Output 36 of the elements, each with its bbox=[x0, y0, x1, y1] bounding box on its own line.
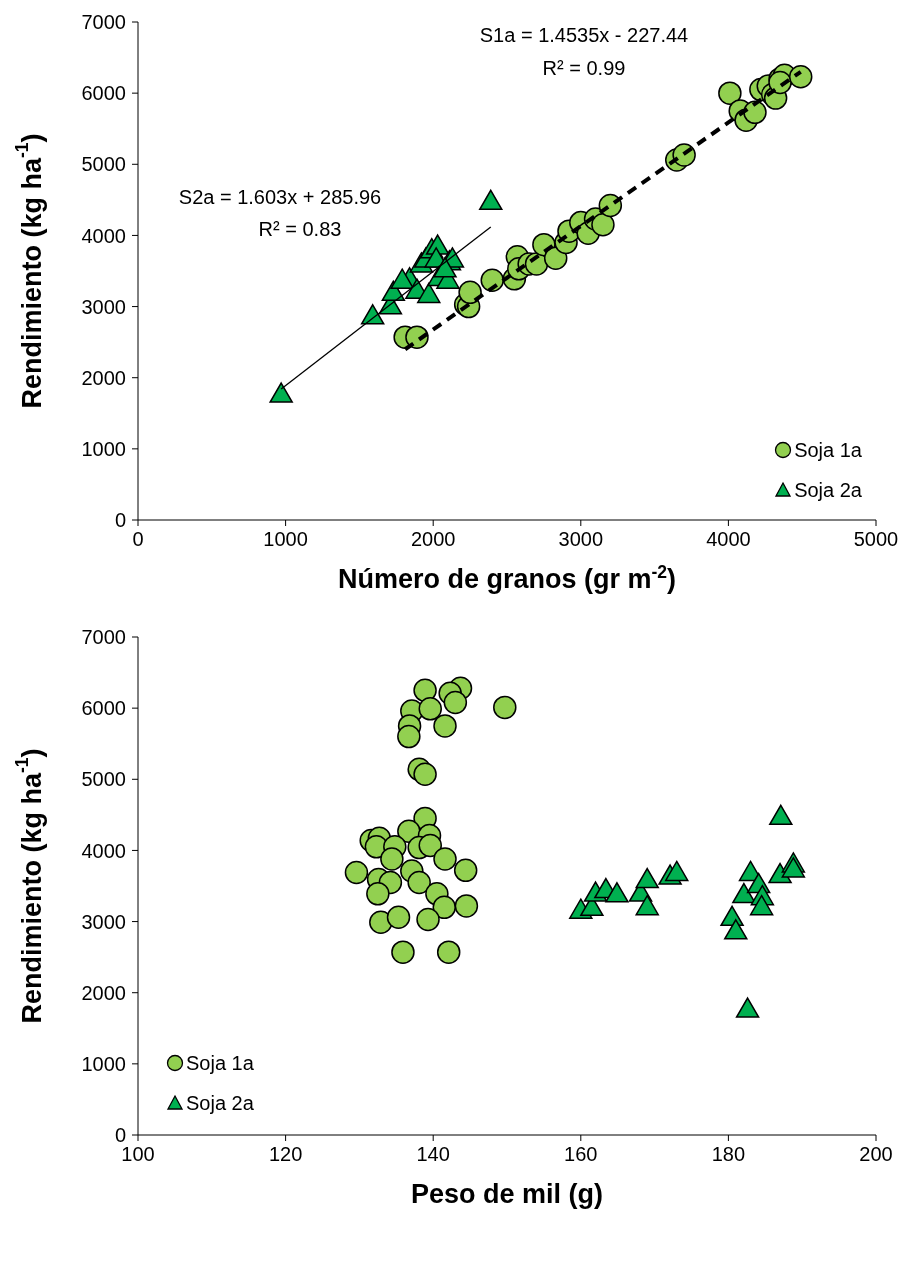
annotation: S2a = 1.603x + 285.96 bbox=[178, 185, 382, 209]
annotation: R² = 0.99 bbox=[542, 56, 626, 80]
y-tick-label: 5000 bbox=[81, 153, 126, 176]
y-tick-label: 7000 bbox=[81, 11, 126, 34]
y-tick-label: 4000 bbox=[81, 839, 126, 862]
y-tick-label: 2000 bbox=[81, 981, 126, 1004]
legend-label: Soja 2a bbox=[794, 478, 862, 502]
x-axis-title: Número de granos (gr m$^{-2}$) bbox=[337, 562, 677, 594]
legend-label: Soja 1a bbox=[186, 1051, 254, 1075]
y-tick-label: 5000 bbox=[81, 768, 126, 791]
y-tick-label: 2000 bbox=[81, 366, 126, 389]
x-tick-label: 5000 bbox=[853, 528, 899, 551]
x-tick-label: 0 bbox=[132, 528, 144, 551]
y-tick-label: 4000 bbox=[81, 224, 126, 247]
y-tick-label: 0 bbox=[114, 509, 126, 532]
y-tick-label: 1000 bbox=[81, 1052, 126, 1075]
y-tick-label: 1000 bbox=[81, 437, 126, 460]
y-tick-label: 6000 bbox=[81, 697, 126, 720]
x-axis-title: Peso de mil (g) bbox=[410, 1179, 604, 1209]
x-tick-label: 160 bbox=[564, 1143, 598, 1166]
x-tick-label: 120 bbox=[268, 1143, 303, 1166]
legend-label: Soja 1a bbox=[794, 438, 862, 462]
x-tick-label: 1000 bbox=[263, 528, 308, 551]
y-tick-label: 6000 bbox=[81, 82, 126, 105]
x-tick-label: 2000 bbox=[410, 528, 456, 551]
x-tick-label: 4000 bbox=[706, 528, 751, 551]
annotation: R² = 0.83 bbox=[258, 217, 342, 241]
x-tick-label: 180 bbox=[711, 1143, 746, 1166]
y-tick-label: 3000 bbox=[81, 910, 126, 933]
y-tick-label: 7000 bbox=[81, 626, 126, 649]
x-tick-label: 200 bbox=[859, 1143, 893, 1166]
x-tick-label: 140 bbox=[416, 1143, 450, 1166]
x-tick-label: 3000 bbox=[558, 528, 604, 551]
y-tick-label: 3000 bbox=[81, 295, 126, 318]
annotation: S1a = 1.4535x - 227.44 bbox=[479, 23, 689, 47]
legend-label: Soja 2a bbox=[186, 1091, 254, 1115]
